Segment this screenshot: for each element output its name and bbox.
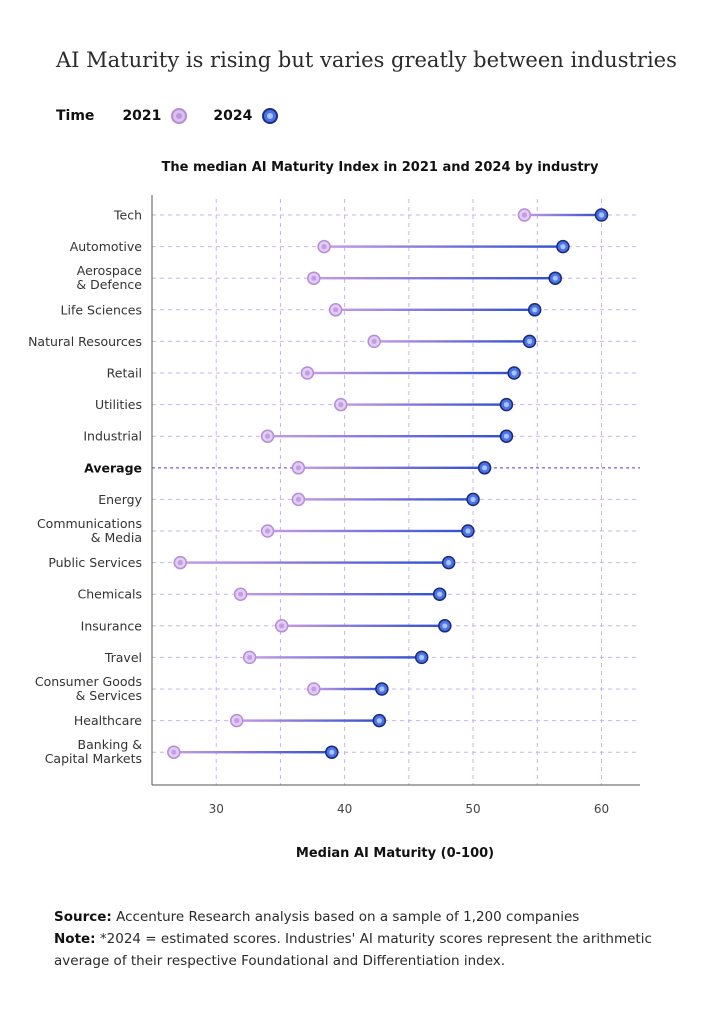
note-text: *2024 = estimated scores. Industries' AI…: [54, 931, 652, 969]
legend: Time 2021 2024: [56, 108, 304, 124]
dumbbell-connector: [340, 403, 507, 406]
point-2024-core: [442, 623, 448, 629]
source-note: Source: Accenture Research analysis base…: [54, 906, 694, 928]
point-2024-core: [482, 465, 488, 471]
category-label: Tech: [113, 208, 142, 223]
category-label: Travel: [104, 650, 142, 665]
point-2021-core: [321, 244, 327, 250]
point-2024-core: [598, 212, 605, 218]
dumbbell-connector: [173, 751, 332, 754]
point-2021-core: [338, 402, 344, 408]
category-label: Banking & Capital Markets: [45, 737, 143, 766]
point-2024-core: [329, 749, 335, 755]
notes: Source: Accenture Research analysis base…: [54, 906, 694, 972]
point-2024-core: [532, 307, 538, 313]
point-2021-core: [521, 212, 528, 218]
point-2021-core: [333, 307, 339, 313]
point-2021-core: [311, 275, 317, 281]
point-2021-core: [311, 686, 317, 692]
point-2024-core: [419, 654, 425, 660]
dumbbell-connector: [307, 371, 515, 375]
legend-item-label: 2021: [122, 108, 162, 124]
point-2024-core: [437, 591, 443, 597]
legend-marker-2024: [262, 108, 279, 124]
x-tick-label: 50: [465, 802, 480, 816]
category-label: Aerospace & Defence: [76, 263, 142, 292]
point-2024-core: [465, 528, 471, 534]
note: Note: *2024 = estimated scores. Industri…: [54, 928, 694, 972]
point-2021-core: [304, 370, 310, 376]
category-label: Utilities: [95, 397, 142, 412]
category-label: Retail: [107, 366, 142, 381]
point-2024-core: [503, 433, 510, 439]
chart-title: The median AI Maturity Index in 2021 and…: [161, 160, 599, 175]
point-2021-core: [279, 623, 285, 629]
category-label: Natural Resources: [28, 334, 142, 349]
dumbbell-connector: [298, 498, 474, 501]
dumbbell-connector: [324, 245, 563, 248]
legend-item-label: 2024: [213, 108, 253, 124]
dumbbell-connector: [313, 687, 382, 691]
note-label: Note:: [54, 931, 96, 947]
x-axis-title: Median AI Maturity (0-100): [295, 846, 495, 861]
point-2021-core: [264, 528, 271, 534]
page-title: AI Maturity is rising but varies greatly…: [56, 48, 677, 72]
x-tick-label: 40: [337, 802, 352, 816]
dumbbell-connector: [281, 624, 445, 627]
dumbbell-connector: [298, 466, 485, 469]
point-2021-core: [177, 560, 183, 566]
legend-title: Time: [56, 108, 95, 124]
dumbbell-connector: [524, 213, 602, 217]
category-label: Insurance: [81, 618, 143, 633]
dumbbell-connector: [267, 529, 468, 533]
legend-item-2021: 2021: [122, 108, 188, 124]
point-2021-core: [247, 654, 253, 660]
point-2021-core: [171, 749, 177, 755]
point-2024-core: [379, 686, 385, 692]
category-label: Life Sciences: [61, 302, 142, 317]
point-2021-core: [234, 718, 240, 724]
point-2021-core: [295, 465, 301, 471]
source-text: Accenture Research analysis based on a s…: [111, 909, 580, 925]
category-label: Communications & Media: [37, 516, 142, 545]
point-2024-core: [526, 338, 533, 344]
category-label: Public Services: [48, 555, 142, 570]
category-label: Chemicals: [77, 587, 142, 602]
legend-marker-2021: [171, 108, 188, 124]
category-label: Average: [84, 460, 142, 475]
dumbbell-chart: Tech Automotive Aerospace & Defence Life Sci…: [28, 195, 640, 816]
dumbbell-connector: [267, 435, 507, 438]
point-2024-core: [560, 244, 566, 250]
point-2024-core: [552, 275, 558, 281]
point-2021-core: [238, 591, 244, 597]
dumbbell-connector: [313, 277, 556, 280]
point-2024-core: [446, 560, 452, 566]
x-tick-label: 30: [209, 802, 224, 816]
dumbbell-connector: [249, 656, 422, 659]
category-label: Energy: [98, 492, 142, 507]
point-2021-core: [264, 433, 271, 439]
point-2021-core: [371, 338, 377, 344]
source-label: Source:: [54, 909, 112, 925]
category-label: Industrial: [83, 429, 142, 444]
category-label: Healthcare: [74, 713, 142, 728]
point-2024-core: [470, 496, 476, 502]
category-label: Automotive: [70, 239, 143, 254]
legend-item-2024: 2024: [213, 108, 279, 124]
dumbbell-connector: [374, 340, 530, 343]
point-2024-core: [503, 402, 510, 408]
dumbbell-connector: [236, 719, 380, 722]
point-2021-core: [295, 496, 301, 502]
point-2024-core: [511, 370, 517, 376]
point-2024-core: [376, 718, 382, 724]
dumbbell-connector: [335, 308, 535, 311]
category-label: Consumer Goods & Services: [35, 674, 142, 703]
dumbbell-connector: [240, 593, 440, 596]
x-tick-label: 60: [594, 802, 609, 816]
dumbbell-connector: [180, 561, 449, 564]
